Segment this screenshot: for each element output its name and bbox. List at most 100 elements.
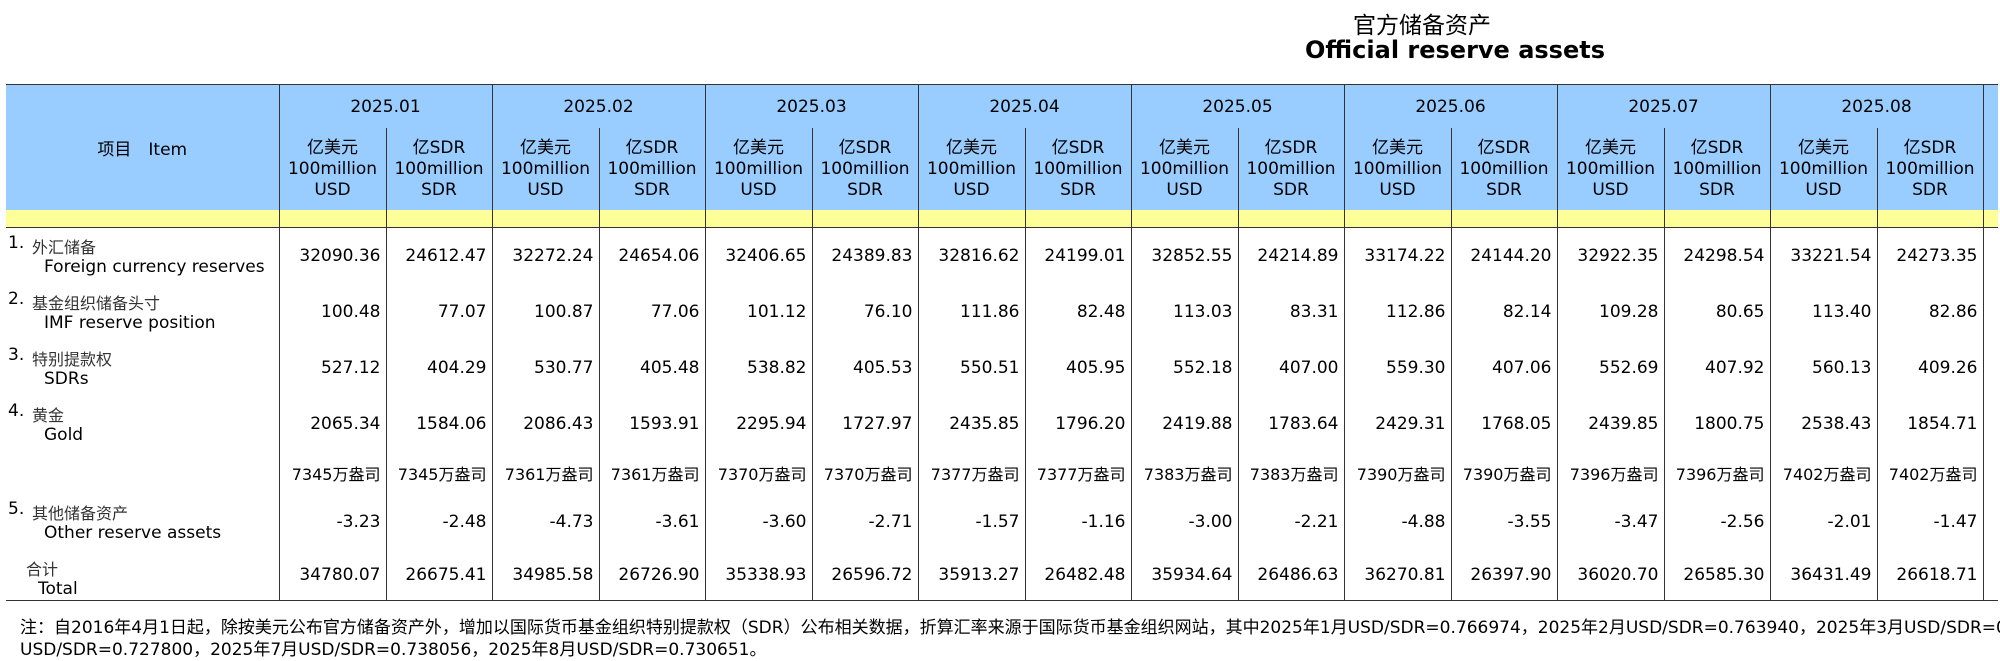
month-header: 2025.02: [491, 84, 705, 128]
separator-cell: [811, 210, 918, 228]
value-cell: 36270.81: [1343, 550, 1451, 601]
separator-cell: [278, 210, 386, 228]
unit-line: 100million: [1885, 158, 1975, 179]
value-cell: 26486.63: [1237, 550, 1344, 601]
value-cell: -2.01: [1769, 494, 1877, 550]
value-cell: -2.71: [811, 494, 918, 550]
unit-usd-header: 亿美元 100million USD: [704, 128, 812, 210]
overflow-cell: [1982, 340, 1998, 396]
value-cell: 7383万盎司: [1237, 452, 1344, 494]
value-cell: -1.16: [1024, 494, 1131, 550]
value-cell: 82.86: [1876, 284, 1983, 340]
value-cell: 35338.93: [704, 550, 812, 601]
value-cell: -2.21: [1237, 494, 1344, 550]
unit-line: 100million: [926, 158, 1017, 179]
separator-cell: [1450, 210, 1557, 228]
separator-cell: [1982, 210, 1998, 228]
item-cell: [6, 452, 279, 494]
value-cell: 559.30: [1343, 340, 1451, 396]
value-cell: 32816.62: [917, 227, 1025, 284]
value-cell: 550.51: [917, 340, 1025, 396]
unit-line: SDR: [1060, 179, 1096, 200]
item-name-en: IMF reserve position: [44, 313, 216, 333]
item-cell: 4. 黄金 Gold: [6, 396, 279, 452]
value-cell: 33174.22: [1343, 227, 1451, 284]
value-cell: 32406.65: [704, 227, 812, 284]
value-cell: 112.86: [1343, 284, 1451, 340]
unit-line: 100million: [1246, 158, 1336, 179]
item-name-cn: 特别提款权: [32, 350, 113, 369]
value-cell: 32852.55: [1130, 227, 1238, 284]
value-cell: -2.56: [1663, 494, 1770, 550]
value-cell: 101.12: [704, 284, 812, 340]
value-cell: 7402万盎司: [1769, 452, 1877, 494]
value-cell: 7390万盎司: [1343, 452, 1451, 494]
unit-usd-header: 亿美元 100million USD: [1769, 128, 1877, 210]
header-month-row: 项目 Item 2025.01 2025.02 2025.03 2025.04 2025.…: [6, 84, 1998, 210]
item-name-en: Gold: [44, 425, 84, 445]
unit-line: 100million: [1672, 158, 1762, 179]
value-cell: 34780.07: [278, 550, 386, 601]
separator-cell: [491, 210, 599, 228]
value-cell: 7377万盎司: [1024, 452, 1131, 494]
value-cell: 26675.41: [385, 550, 492, 601]
value-cell: 7345万盎司: [278, 452, 386, 494]
value-cell: 7345万盎司: [385, 452, 492, 494]
unit-line: USD: [527, 179, 564, 200]
value-cell: 405.53: [811, 340, 918, 396]
value-cell: 552.69: [1556, 340, 1664, 396]
value-cell: -3.61: [598, 494, 705, 550]
unit-line: 亿SDR: [1264, 137, 1318, 158]
title-en: Official reserve assets: [1305, 36, 1605, 64]
value-cell: 407.00: [1237, 340, 1344, 396]
item-name-en: SDRs: [44, 369, 89, 389]
value-cell: 100.87: [491, 284, 599, 340]
value-cell: -3.55: [1450, 494, 1557, 550]
unit-sdr-header: 亿SDR 100million SDR: [1876, 128, 1983, 210]
unit-line: 亿美元: [520, 137, 571, 158]
value-cell: 100.48: [278, 284, 386, 340]
unit-line: 100million: [394, 158, 484, 179]
unit-line: 亿美元: [1798, 137, 1849, 158]
reserve-table: 项目 Item 2025.01 2025.02 2025.03 2025.04 2025.…: [6, 84, 1998, 601]
value-cell: 1783.64: [1237, 396, 1344, 452]
value-cell: 7370万盎司: [704, 452, 812, 494]
unit-line: 100million: [500, 158, 591, 179]
value-cell: 26482.48: [1024, 550, 1131, 601]
unit-line: SDR: [1699, 179, 1735, 200]
value-cell: 24612.47: [385, 227, 492, 284]
header-overflow: [1982, 84, 1998, 210]
value-cell: 7402万盎司: [1876, 452, 1983, 494]
value-cell: 77.07: [385, 284, 492, 340]
item-name-cn: 合计: [26, 560, 59, 579]
unit-line: 100million: [1565, 158, 1656, 179]
item-name-cn: 基金组织储备头寸: [32, 294, 161, 313]
title-cn: 官方储备资产: [1353, 13, 1491, 39]
value-cell: 1727.97: [811, 396, 918, 452]
value-cell: 26618.71: [1876, 550, 1983, 601]
unit-line: 亿美元: [733, 137, 784, 158]
value-cell: -4.73: [491, 494, 599, 550]
unit-usd-header: 亿美元 100million USD: [1343, 128, 1451, 210]
separator-cell: [704, 210, 812, 228]
separator-cell: [1769, 210, 1877, 228]
value-cell: 111.86: [917, 284, 1025, 340]
unit-usd-header: 亿美元 100million USD: [278, 128, 386, 210]
value-cell: 1593.91: [598, 396, 705, 452]
item-cell: 2. 基金组织储备头寸 IMF reserve position: [6, 284, 279, 340]
month-header: 2025.04: [917, 84, 1131, 128]
unit-line: 亿美元: [1372, 137, 1423, 158]
unit-usd-header: 亿美元 100million USD: [491, 128, 599, 210]
unit-line: USD: [953, 179, 990, 200]
value-cell: 24273.35: [1876, 227, 1983, 284]
table-row: 1. 外汇储备 Foreign currency reserves 32090.36 2…: [6, 227, 1998, 284]
unit-line: USD: [1379, 179, 1416, 200]
value-cell: 80.65: [1663, 284, 1770, 340]
value-cell: 26397.90: [1450, 550, 1557, 601]
value-cell: 36020.70: [1556, 550, 1664, 601]
value-cell: 407.92: [1663, 340, 1770, 396]
item-name-en: Total: [38, 579, 78, 599]
value-cell: 24144.20: [1450, 227, 1557, 284]
value-cell: 1796.20: [1024, 396, 1131, 452]
unit-line: 100million: [607, 158, 697, 179]
